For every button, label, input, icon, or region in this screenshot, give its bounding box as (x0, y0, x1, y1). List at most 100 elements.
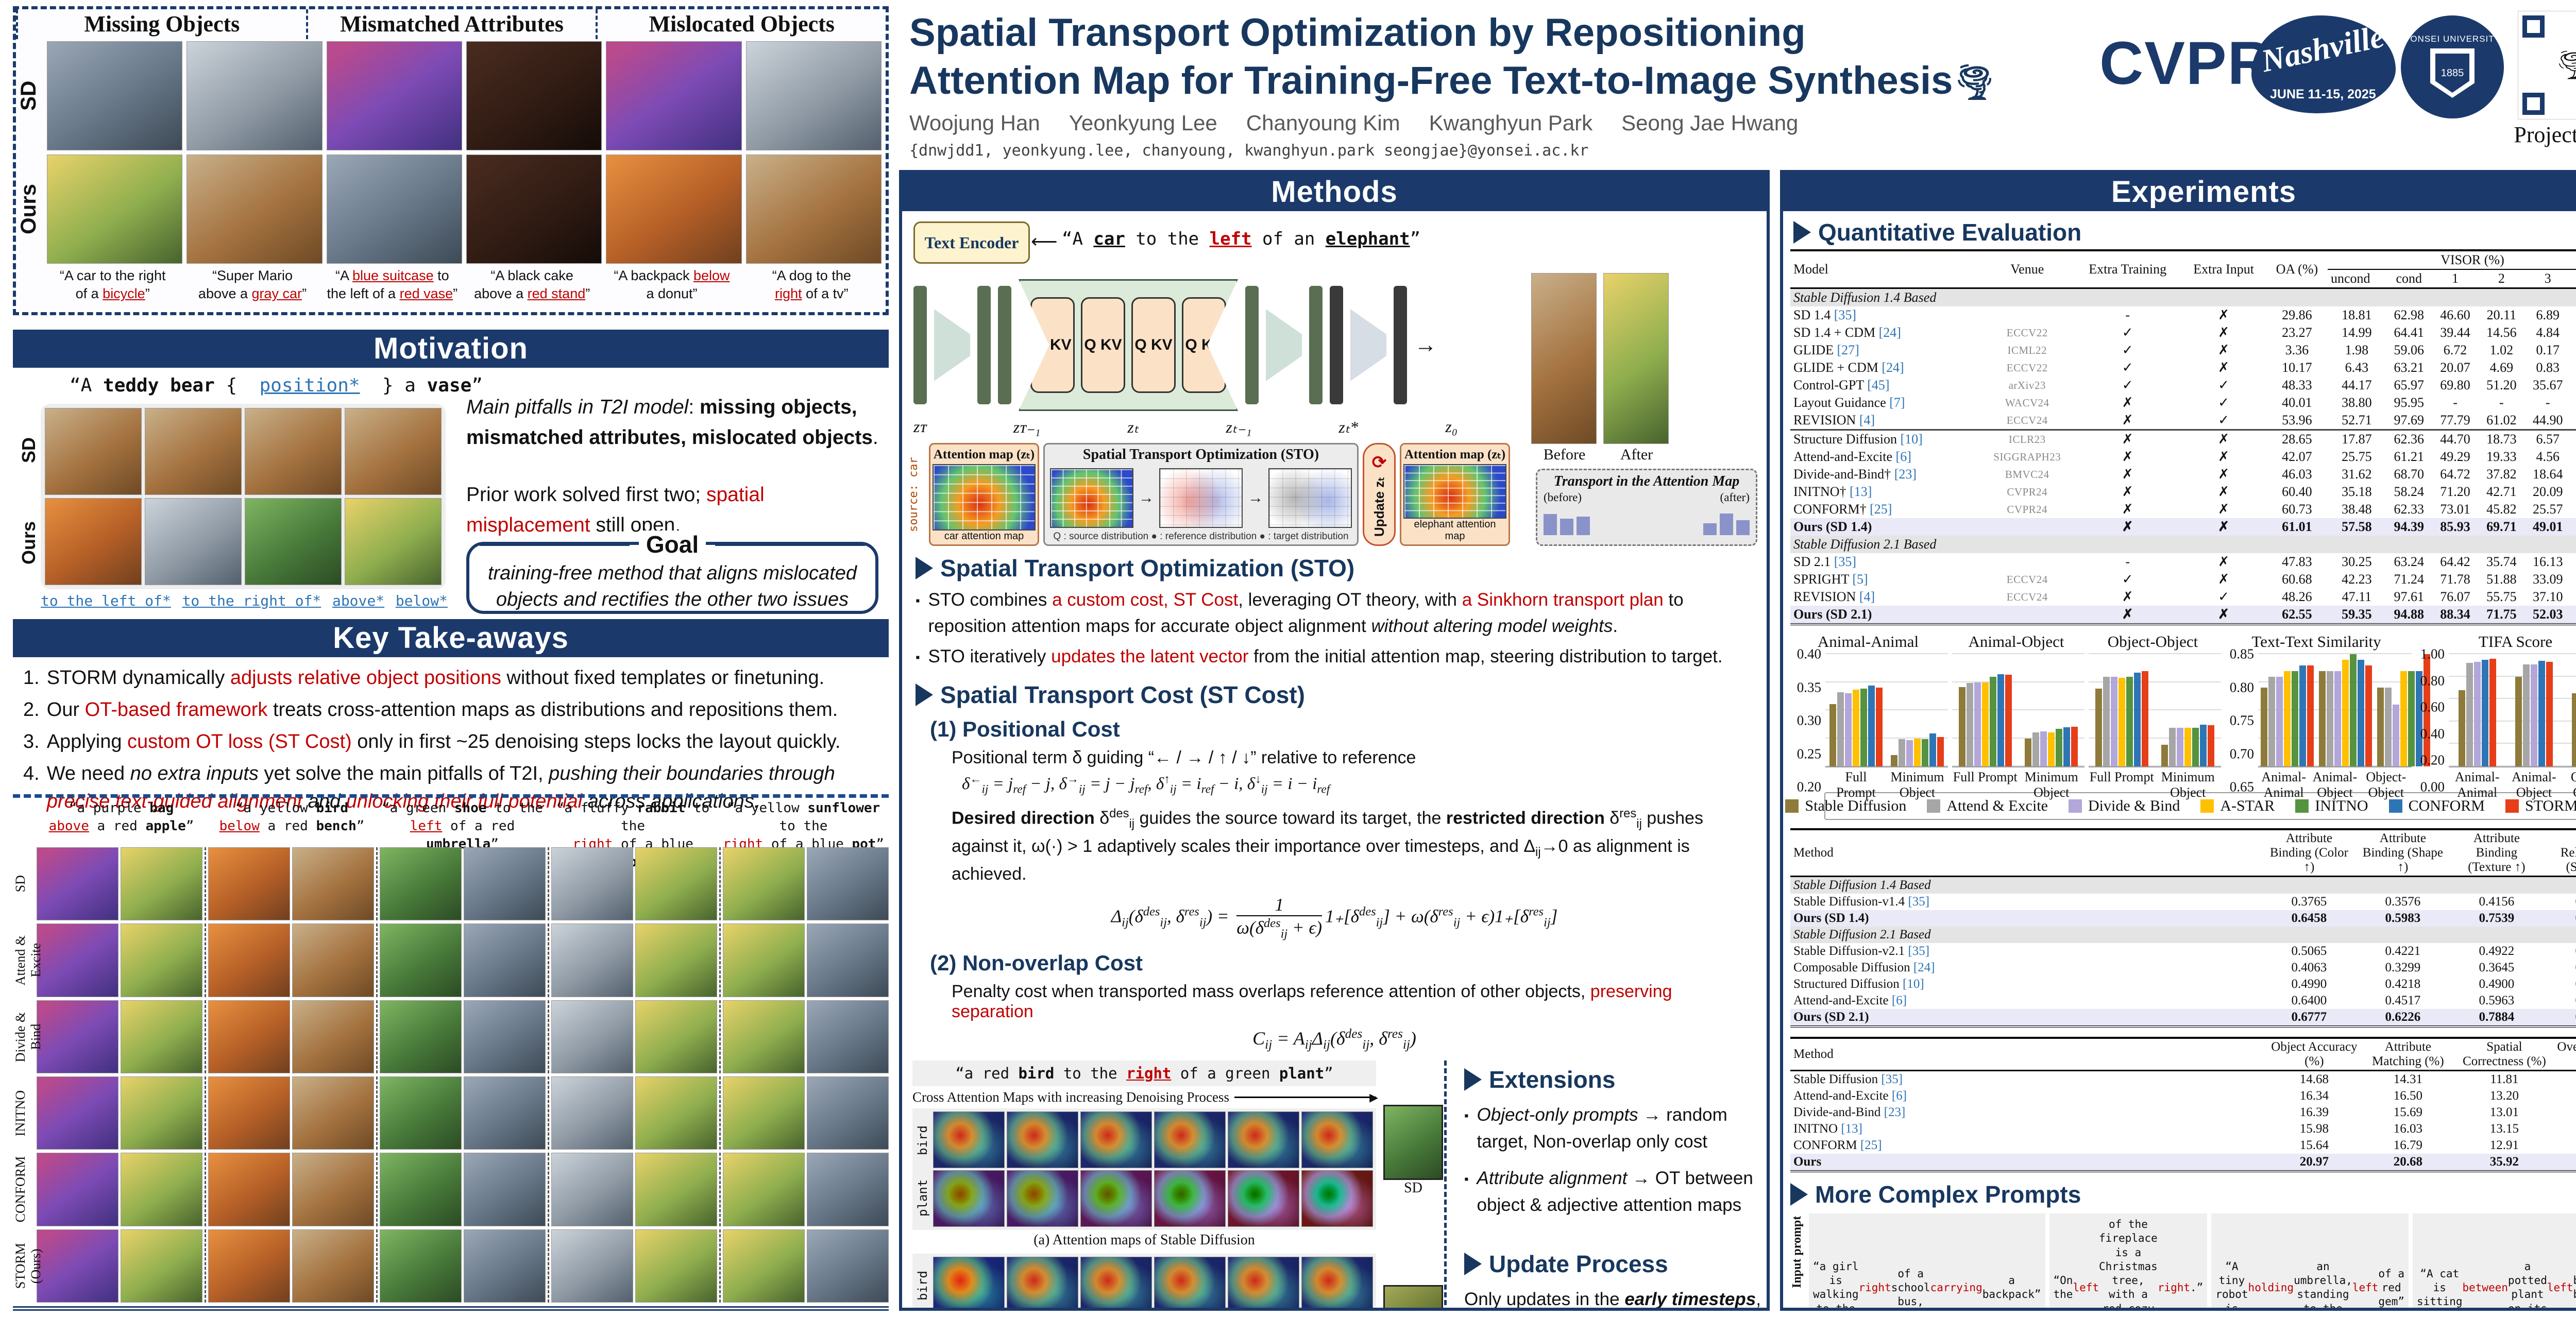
intro-panel-titles: Missing Objects Mismatched Attributes Misl… (16, 9, 886, 39)
position-label: below* (395, 592, 448, 609)
complex-prompt: “A tiny robot is holding an umbrella, st… (2211, 1213, 2409, 1308)
generated-image (345, 408, 442, 495)
bar-chart-animal-object: Animal-Object Full Prompt Minimum Object (1948, 632, 2084, 800)
extensions-heading: Extensions (1489, 1066, 1616, 1093)
positional-cost-desc: Positional term δ guiding “← / → / ↑ / ↓… (952, 748, 1416, 768)
generated-image (380, 923, 462, 997)
project-page-label: Project Page (2514, 122, 2576, 147)
qualitative-row: STORM (Ours) (13, 1228, 889, 1304)
generated-image (187, 41, 323, 150)
plant-row-label: plant (916, 1179, 930, 1217)
legend-entry: INITNO (2295, 797, 2368, 815)
ours-attention-block: bird plant (912, 1253, 1376, 1308)
table-row: Stable Diffusion [35] 14.6814.3111.8115.… (1793, 1072, 2519, 1086)
row-label-input-prompt: Input prompt (1790, 1216, 1804, 1289)
author-emails: {dnwjdd1, yeonkyung.lee, chanyoung, kwan… (909, 142, 1589, 160)
position-label: to the right of* (182, 592, 321, 609)
chart-bar (1876, 688, 1883, 766)
panel-title: Missing Objects (16, 9, 306, 39)
table-row: REVISION [4] ECCV24 ✗ ✓ 53.96 52.71 97.69… (1790, 412, 2576, 431)
generated-image (745, 155, 882, 264)
quantitative-table: Model Venue Extra Training Extra Input O… (1790, 249, 2576, 625)
attention-map-left-panel: Attention map (zₜ) car attention map (929, 443, 1039, 546)
qualitative-row: Attend & Excite (13, 922, 889, 998)
table-row: CONFORM† [25] CVPR24 ✗ ✗ 60.73 38.48 62.3… (1793, 502, 2563, 517)
col-oa: OA (%) (2276, 262, 2318, 277)
col-method: Method (1793, 1047, 1834, 1061)
item-number: 2. (23, 698, 40, 721)
extensions-update-column: Extensions ▪ Object-only prompts → random… (1444, 1060, 1767, 1308)
chart-bar (2489, 658, 2496, 766)
after-image (1603, 273, 1669, 444)
generated-image (807, 1229, 889, 1303)
generated-image (292, 923, 374, 997)
generated-image (551, 847, 633, 921)
panel-title: Mislocated Objects (596, 9, 886, 39)
generated-image (121, 1153, 202, 1226)
generated-image (464, 847, 546, 921)
fidelity-table: Method Object Accuracy (%) Attribute Mat… (1790, 1037, 2576, 1172)
generated-image (47, 41, 183, 150)
image-caption: “A backpack below a donut” (614, 268, 730, 302)
chart-bar (2400, 671, 2407, 766)
chart-bar (2334, 671, 2341, 766)
chart-bar (2350, 654, 2357, 766)
generated-image (606, 41, 742, 150)
sd-result-image (1383, 1104, 1443, 1180)
generated-image (292, 1076, 374, 1150)
cvpr-nashville-guitar-logo: Nashville JUNE 11-15, 2025 (2251, 15, 2396, 113)
tornado-icon: 🌪 (2551, 48, 2576, 82)
positional-formula: δ←ij = jref − j, δ→ij = j − jref, δ↑ij =… (962, 772, 1330, 796)
chart-bar (1899, 739, 1905, 766)
arrow-right-icon: → (1414, 332, 1437, 357)
method-row-label: STORM (Ours) (13, 1243, 43, 1289)
legend-entry: Divide & Bind (2068, 797, 2180, 815)
latent-label: zₜ₋₁ (1226, 418, 1252, 436)
tornado-icon: 🌪 (1953, 62, 1996, 101)
intro-row-labels: SD Ours (16, 39, 43, 266)
generated-image (208, 1153, 290, 1226)
image-caption: “A blue suitcase to the left of a red vas… (327, 268, 458, 302)
sto-bullet: ▪ STO iteratively updates the latent vect… (916, 646, 1723, 666)
generated-image (47, 155, 183, 264)
chart-bar (2032, 732, 2040, 766)
author-name: Kwanghyun Park (1429, 111, 1593, 135)
latent-label: zₜ (1127, 418, 1139, 436)
chart-bar (2473, 662, 2481, 766)
method-prompt: “A car to the left of an elephant” (1062, 229, 1421, 249)
table-row: Ours (SD 1.4) ✗ ✗ 61.01 57.58 94.39 85.93… (1790, 518, 2576, 536)
chart-bar (2342, 659, 2349, 766)
chart-bar (2192, 727, 2199, 766)
chart-bar (2268, 676, 2275, 766)
generated-image (380, 1000, 462, 1073)
sto-step-result (1268, 468, 1352, 528)
yonsei-university-seal: YONSEI UNIVERSITY 1885 (2401, 15, 2504, 118)
elephant-attention-map (1403, 464, 1506, 519)
chart-bar (2572, 693, 2576, 766)
col-extra-input: Extra Input (2193, 262, 2254, 277)
visor-subcol: 4 (2571, 269, 2576, 288)
complex-prompt: “On the left of the fireplace is a Chris… (2049, 1213, 2208, 1308)
extension-bullet: ▪ Attribute alignment → OT between object… (1464, 1168, 1753, 1216)
chart-bar (2458, 690, 2465, 766)
qualitative-row: CONFORM (13, 1151, 889, 1227)
image-caption: “A dog to the right of a tv” (772, 268, 851, 302)
qkv-box: Q KV (1030, 297, 1075, 393)
qualitative-row: Divide & Bind (13, 999, 889, 1075)
latent-label: z₀ (1445, 417, 1458, 436)
position-label: to the left of* (41, 592, 171, 609)
table-row: Structured Diffusion [10] 0.4990 0.4218 0.… (1793, 977, 2576, 991)
generated-image (464, 1076, 546, 1150)
generated-image (606, 155, 742, 264)
generated-image (121, 1076, 202, 1150)
generated-image (292, 1000, 374, 1073)
chart-bar (2515, 676, 2522, 766)
author-name: Yeonkyung Lee (1069, 111, 1217, 135)
table-row: Structure Diffusion [10] ICLR23 ✗ ✗ 28.6… (1793, 432, 2560, 447)
row-label-sd: SD (1790, 1291, 1809, 1308)
experiments-section-bar: Experiments (1783, 173, 2576, 211)
sto-panels: source: car Attention map (zₜ) car atten… (907, 443, 1510, 546)
takeaway-item: 4. We need no extra inputs yet solve the… (23, 760, 881, 816)
